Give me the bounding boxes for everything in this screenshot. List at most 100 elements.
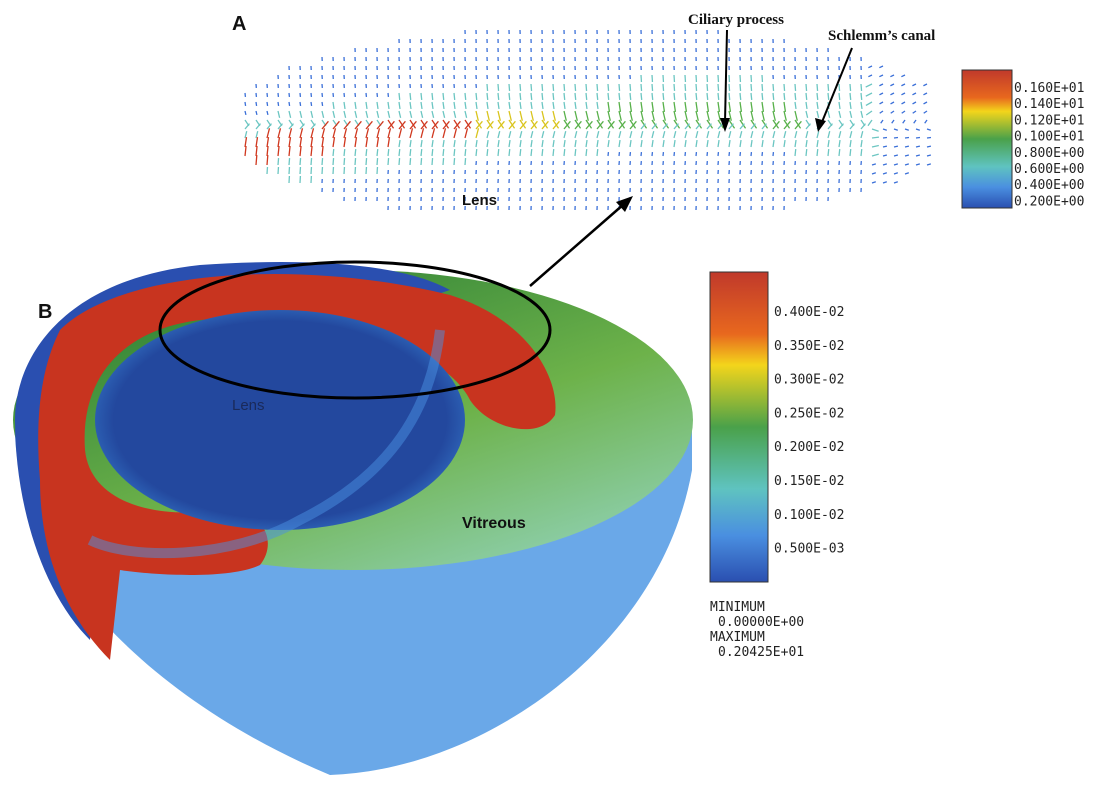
vector — [421, 140, 422, 147]
vector — [839, 93, 840, 100]
vector — [916, 164, 920, 165]
vector — [850, 149, 851, 156]
vector — [410, 158, 411, 165]
vector — [718, 102, 719, 112]
vector — [388, 102, 389, 109]
vector — [454, 93, 455, 100]
vector — [300, 146, 301, 156]
vector — [267, 111, 268, 115]
vector — [866, 102, 872, 105]
vector — [597, 140, 598, 147]
vector — [388, 158, 389, 165]
vector — [311, 128, 313, 138]
range-label: MINIMUM — [710, 600, 765, 615]
vector — [366, 111, 368, 118]
vector — [454, 149, 455, 156]
vector — [751, 131, 753, 138]
vector — [707, 102, 708, 112]
vector — [597, 131, 599, 138]
arrow — [725, 30, 727, 122]
vector — [762, 131, 764, 138]
vector — [410, 149, 411, 156]
colorbar-label: 0.150E-02 — [774, 474, 844, 489]
vector — [245, 131, 247, 138]
vector — [685, 111, 687, 121]
vector — [883, 129, 887, 130]
vector — [465, 140, 466, 147]
vector — [542, 111, 544, 121]
vector — [762, 111, 764, 121]
vector — [641, 102, 642, 112]
vector — [861, 140, 862, 147]
vector — [322, 146, 323, 156]
vector — [905, 155, 909, 156]
vector — [487, 111, 489, 121]
vector — [410, 111, 412, 118]
vector — [278, 111, 280, 118]
vector — [289, 102, 290, 106]
vector — [674, 102, 675, 112]
vector — [817, 131, 819, 138]
vector — [454, 140, 455, 147]
vector — [751, 111, 753, 121]
vector — [868, 66, 872, 68]
colorbar-labels: 0.400E-020.350E-020.300E-020.250E-020.20… — [774, 305, 844, 557]
vector — [256, 102, 257, 106]
vector — [872, 182, 876, 183]
vector — [890, 75, 894, 77]
vector — [828, 93, 829, 100]
vector — [597, 149, 598, 156]
vector — [652, 93, 653, 100]
vector — [344, 158, 345, 165]
vector — [399, 111, 401, 118]
vector — [586, 111, 588, 121]
vector — [531, 84, 532, 91]
vector — [883, 155, 887, 156]
annotation: Lens — [232, 397, 265, 414]
vector — [839, 131, 841, 138]
vector — [883, 173, 887, 174]
vector — [300, 158, 301, 165]
vector — [762, 84, 763, 91]
vector — [498, 102, 499, 109]
vector — [366, 158, 367, 165]
vector — [806, 84, 807, 91]
vector — [718, 84, 719, 91]
range-value: 0.00000E+00 — [718, 615, 804, 630]
vector — [575, 93, 576, 100]
vector — [718, 140, 719, 147]
vector — [773, 131, 775, 138]
vector — [924, 111, 927, 113]
vector — [289, 158, 290, 165]
vector — [520, 93, 521, 100]
vector — [355, 102, 356, 109]
vector — [586, 84, 587, 91]
vector — [663, 102, 664, 112]
vector — [564, 140, 565, 147]
vector — [333, 111, 335, 118]
vector — [498, 140, 499, 147]
vector — [564, 93, 565, 100]
vector — [729, 140, 730, 147]
vector — [773, 111, 775, 121]
vector — [817, 93, 818, 100]
vector — [913, 111, 916, 113]
vector — [575, 111, 577, 121]
vector — [322, 102, 323, 106]
vector — [879, 75, 883, 77]
vector — [586, 102, 587, 109]
vector — [685, 93, 686, 100]
colorbar-label: 0.400E-02 — [774, 305, 844, 320]
vector — [894, 129, 898, 130]
vector — [553, 149, 554, 156]
vector — [421, 93, 422, 100]
vector — [586, 140, 587, 147]
vector — [828, 111, 830, 118]
vector — [850, 140, 851, 147]
vector — [828, 131, 830, 138]
vector — [891, 111, 894, 113]
vector — [663, 84, 664, 91]
vector — [751, 93, 752, 100]
vector — [663, 111, 665, 121]
vector — [388, 128, 390, 138]
